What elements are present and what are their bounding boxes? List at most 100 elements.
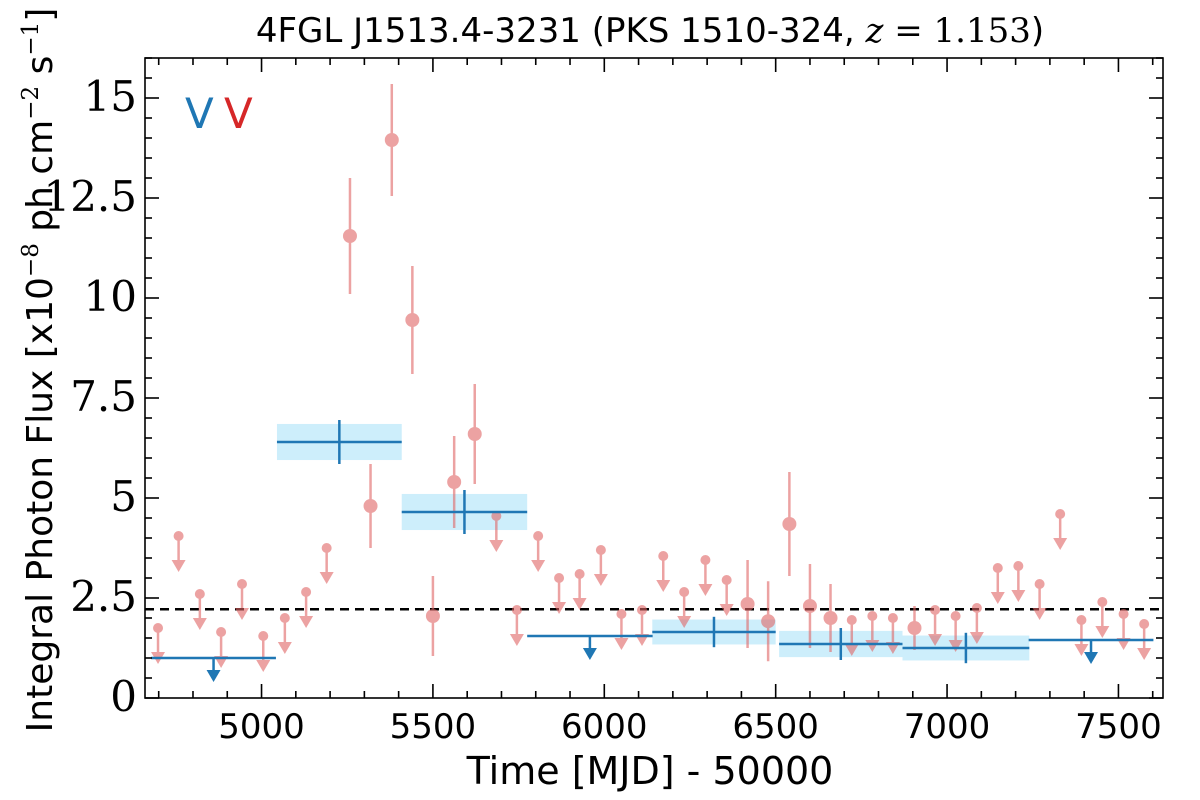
red-marker [363,499,378,513]
blue-upper-limit [527,634,653,660]
red-detection-point [342,178,357,294]
red-upper-limit [1053,509,1068,550]
red-upper-limit [614,609,629,650]
red-upper-limit [593,545,608,586]
red-ul-cap [511,605,522,615]
red-upper-limit [1095,597,1110,638]
red-ul-arrowhead [277,642,292,654]
x-tick-label: 7000 [904,707,991,747]
red-ul-cap [1076,615,1087,625]
red-detection-point [782,472,797,576]
y-tick-label: 12.5 [43,172,137,221]
blue-ul-arrowhead [582,648,597,660]
red-ul-cap [679,587,690,597]
red-ul-arrowhead [1074,644,1089,656]
red-ul-cap [533,531,544,541]
red-upper-limit [256,631,271,672]
red-upper-limit [572,569,587,610]
x-axis-label: Time [MJD] - 50000 [466,749,834,793]
red-marker [425,609,440,623]
x-tick-labels: 5000 5500 6000 6500 7000 7500 [218,707,1161,747]
red-ul-cap [554,573,565,583]
red-upper-limit [948,611,963,652]
red-marker [467,427,482,441]
red-ul-cap [1118,609,1129,619]
red-upper-limit [192,589,207,630]
y-tick-label: 5 [110,472,137,521]
blue-detection-bin [652,616,776,648]
red-ul-cap [1139,619,1150,629]
red-ul-arrowhead [677,616,692,628]
red-upper-limit [1137,619,1152,660]
red-ul-cap [971,603,982,613]
red-upper-limit [656,551,671,592]
legend-label-blue: V [185,89,214,138]
red-ul-arrowhead [509,634,524,646]
red-upper-limit [299,587,314,628]
red-ul-cap [658,551,669,561]
red-ul-cap [574,569,585,579]
red-ul-arrowhead [572,598,587,610]
y-tick-label: 7.5 [70,372,137,421]
red-upper-limit [677,587,692,628]
red-ul-arrowhead [319,572,334,584]
red-ul-arrowhead [990,592,1005,604]
red-ul-cap [930,605,941,615]
red-ul-cap [321,543,332,553]
red-ul-arrowhead [614,638,629,650]
red-ul-cap [846,615,857,625]
red-detection-point [740,560,755,648]
red-upper-limit [509,605,524,646]
red-detection-point [823,584,838,652]
red-ul-cap [491,511,502,521]
red-upper-limit [171,531,186,572]
red-ul-arrowhead [928,634,943,646]
y-tick-label: 2.5 [70,572,137,621]
red-detection-point [405,266,420,374]
red-marker [782,517,797,531]
x-tick-label: 5500 [390,707,477,747]
blue-detection-bin [902,632,1030,664]
red-ul-cap [1013,561,1024,571]
red-ul-arrowhead [235,608,250,620]
y-tick-labels: 0 2.5 5 7.5 10 12.5 15 [43,72,137,721]
red-ul-arrowhead [948,640,963,652]
red-ul-cap [153,623,164,633]
red-ul-arrowhead [1011,590,1026,602]
red-ul-cap [173,531,184,541]
red-ul-cap [194,589,205,599]
x-tick-label: 7500 [1075,707,1162,747]
red-ul-arrowhead [489,540,504,552]
blue-detection-bin [401,490,528,534]
y-tick-label: 15 [84,72,137,121]
red-upper-limit [698,555,713,596]
red-upper-limit [1032,579,1047,620]
legend-label-red: V [224,89,253,138]
blue-ul-arrowhead [1084,652,1099,664]
blue-ul-arrowhead [206,670,221,682]
red-ul-cap [721,575,732,585]
red-ul-arrowhead [531,560,546,572]
blue-detection-bin [779,628,903,660]
red-ul-cap [595,545,606,555]
red-series [151,84,1152,672]
red-upper-limit [1074,615,1089,656]
red-detection-point [802,564,817,648]
red-upper-limit [489,511,504,552]
red-ul-arrowhead [1137,648,1152,660]
red-ul-arrowhead [192,618,207,630]
red-ul-arrowhead [171,560,186,572]
red-marker [447,475,462,489]
red-marker [384,133,399,147]
red-detection-point [907,606,922,650]
axis-ticks [145,57,1163,699]
red-ul-cap [279,613,290,623]
red-upper-limit [719,575,734,616]
red-marker [802,599,817,613]
y-axis-label: Integral Photon Flux [x10−8 ph cm−2 s−1] [18,8,61,733]
blue-detection-bin [276,420,402,464]
red-ul-cap [301,587,312,597]
red-ul-cap [950,611,961,621]
red-upper-limit [235,579,250,620]
